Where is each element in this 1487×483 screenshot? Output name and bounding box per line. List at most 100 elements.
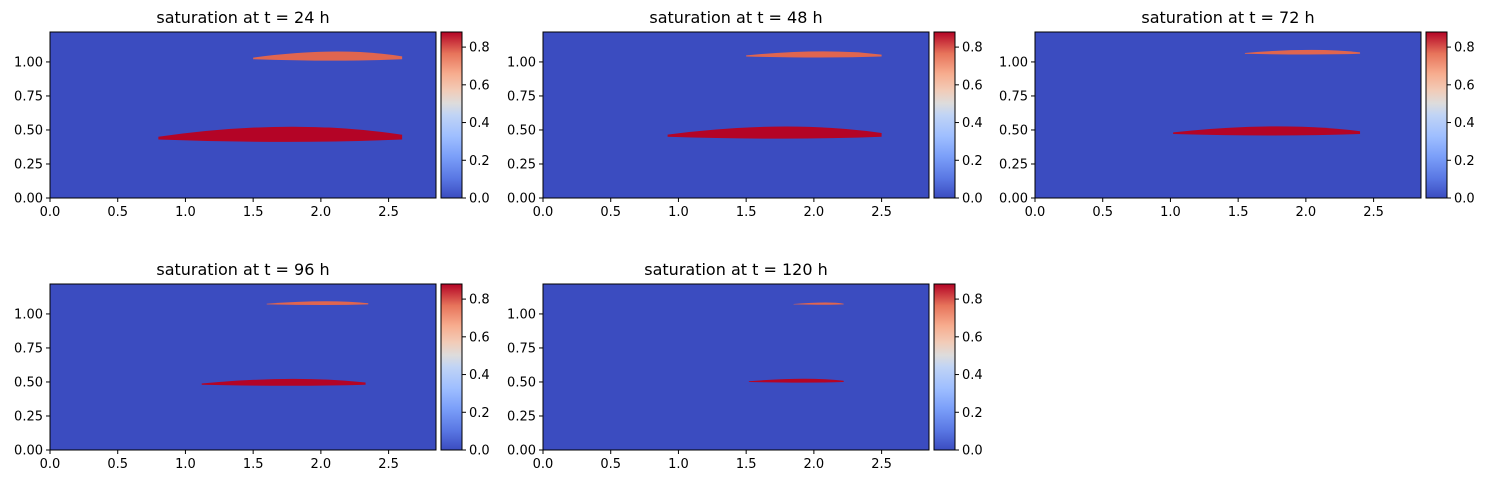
saturation-plume-2 (266, 301, 369, 306)
saturation-plume-2 (793, 302, 844, 305)
colorbar-tick-label: 0.4 (469, 116, 490, 131)
subplot-title: saturation at t = 120 h (644, 260, 827, 279)
subplot-3: saturation at t = 72 h 0.0 0.5 1.0 1.5 2.0 2.5… (999, 8, 1475, 220)
colorbar-tick-label: 0.6 (962, 330, 983, 345)
axes-frame (49, 31, 437, 199)
x-tick-label: 1.0 (668, 457, 689, 472)
colorbar-tick-label: 0.2 (469, 154, 490, 169)
colorbar (440, 31, 463, 199)
saturation-plume-1 (748, 378, 844, 383)
colorbar-tick-label: 0.8 (469, 41, 490, 56)
colorbar-tick-label: 0.2 (962, 406, 983, 421)
y-tick-label: 1.00 (507, 55, 536, 70)
saturation-plume-2 (253, 51, 403, 61)
axes-frame (49, 283, 437, 451)
colorbar-tick-label: 0.0 (469, 444, 490, 459)
x-tick-label: 2.0 (804, 205, 825, 220)
subplot-2: saturation at t = 48 h 0.0 0.5 1.0 1.5 2.0 2.5… (507, 8, 983, 220)
colorbar-tick-label: 0.8 (469, 293, 490, 308)
subplot-title: saturation at t = 72 h (1141, 8, 1314, 27)
x-tick-label: 0.0 (40, 205, 61, 220)
x-tick-label: 0.5 (107, 205, 128, 220)
axes-frame (1034, 31, 1422, 199)
x-tick-label: 0.0 (533, 457, 554, 472)
x-tick-label: 2.5 (1363, 205, 1384, 220)
colorbar-tick-label: 0.4 (962, 368, 983, 383)
heatmap-background (1035, 32, 1421, 198)
colorbar-tick-label: 0.0 (962, 444, 983, 459)
colorbar-tick-label: 0.8 (962, 293, 983, 308)
colorbar-tick-label: 0.8 (1454, 41, 1475, 56)
y-tick-label: 0.00 (507, 192, 536, 207)
y-tick-label: 0.75 (14, 89, 43, 104)
x-tick-label: 1.0 (668, 205, 689, 220)
x-tick-label: 0.0 (40, 457, 61, 472)
x-tick-label: 0.5 (600, 457, 621, 472)
heatmap-background (543, 284, 929, 450)
x-tick-label: 2.0 (311, 205, 332, 220)
colorbar-tick-label: 0.2 (962, 154, 983, 169)
colorbar-tick-label: 0.6 (1454, 78, 1475, 93)
axes-frame (542, 283, 930, 451)
y-tick-label: 0.25 (999, 157, 1028, 172)
saturation-plume-2 (746, 51, 882, 58)
x-tick-label: 2.5 (871, 205, 892, 220)
colorbar-tick-label: 0.6 (469, 330, 490, 345)
x-tick-label: 2.5 (871, 457, 892, 472)
subplot-5: saturation at t = 120 h 0.0 0.5 1.0 1.5 2.0 2.… (507, 260, 983, 472)
colorbar (1425, 31, 1448, 199)
subplot-title: saturation at t = 96 h (156, 260, 329, 279)
y-tick-label: 1.00 (507, 307, 536, 322)
x-tick-label: 2.0 (804, 457, 825, 472)
colorbar-tick-label: 0.6 (469, 78, 490, 93)
y-tick-label: 1.00 (14, 307, 43, 322)
x-tick-label: 2.5 (378, 205, 399, 220)
colorbar-tick-label: 0.4 (1454, 116, 1475, 131)
subplot-4: saturation at t = 96 h 0.0 0.5 1.0 1.5 2.0 2.5… (14, 260, 490, 472)
x-tick-label: 2.5 (378, 457, 399, 472)
y-tick-label: 0.50 (14, 123, 43, 138)
colorbar-tick-label: 0.6 (962, 78, 983, 93)
y-tick-label: 0.25 (14, 157, 43, 172)
axes-frame (542, 31, 930, 199)
y-tick-label: 0.25 (14, 409, 43, 424)
x-tick-label: 1.5 (736, 205, 757, 220)
subplot-1: saturation at t = 24 h 0.0 0.5 1.0 1.5 2.0 2.5… (14, 8, 490, 220)
y-tick-label: 1.00 (14, 55, 43, 70)
x-tick-label: 1.5 (243, 205, 264, 220)
subplot-title: saturation at t = 24 h (156, 8, 329, 27)
y-tick-label: 0.50 (507, 375, 536, 390)
x-tick-label: 1.5 (736, 457, 757, 472)
saturation-plume-2 (1244, 49, 1361, 55)
colorbar-tick-label: 0.2 (1454, 154, 1475, 169)
saturation-plume-1 (1173, 126, 1361, 136)
y-tick-label: 0.00 (14, 444, 43, 459)
y-tick-label: 0.25 (507, 157, 536, 172)
colorbar (440, 283, 463, 451)
saturation-plume-1 (158, 126, 403, 142)
y-tick-label: 0.00 (999, 192, 1028, 207)
y-tick-label: 0.75 (507, 341, 536, 356)
x-tick-label: 1.0 (1160, 205, 1181, 220)
x-tick-label: 1.0 (175, 205, 196, 220)
heatmap-background (50, 284, 436, 450)
x-tick-label: 1.5 (243, 457, 264, 472)
y-tick-label: 0.00 (14, 192, 43, 207)
colorbar-tick-label: 0.0 (469, 192, 490, 207)
x-tick-label: 0.5 (107, 457, 128, 472)
y-tick-label: 0.50 (14, 375, 43, 390)
x-tick-label: 0.5 (1092, 205, 1113, 220)
colorbar-tick-label: 0.4 (962, 116, 983, 131)
y-tick-label: 0.75 (14, 341, 43, 356)
x-tick-label: 1.0 (175, 457, 196, 472)
x-tick-label: 2.0 (311, 457, 332, 472)
y-tick-label: 0.50 (507, 123, 536, 138)
y-tick-label: 0.50 (999, 123, 1028, 138)
colorbar-tick-label: 0.2 (469, 406, 490, 421)
colorbar (933, 283, 956, 451)
colorbar-tick-label: 0.0 (962, 192, 983, 207)
y-tick-label: 0.25 (507, 409, 536, 424)
x-tick-label: 2.0 (1296, 205, 1317, 220)
saturation-plume-1 (201, 378, 366, 386)
heatmap-background (543, 32, 929, 198)
